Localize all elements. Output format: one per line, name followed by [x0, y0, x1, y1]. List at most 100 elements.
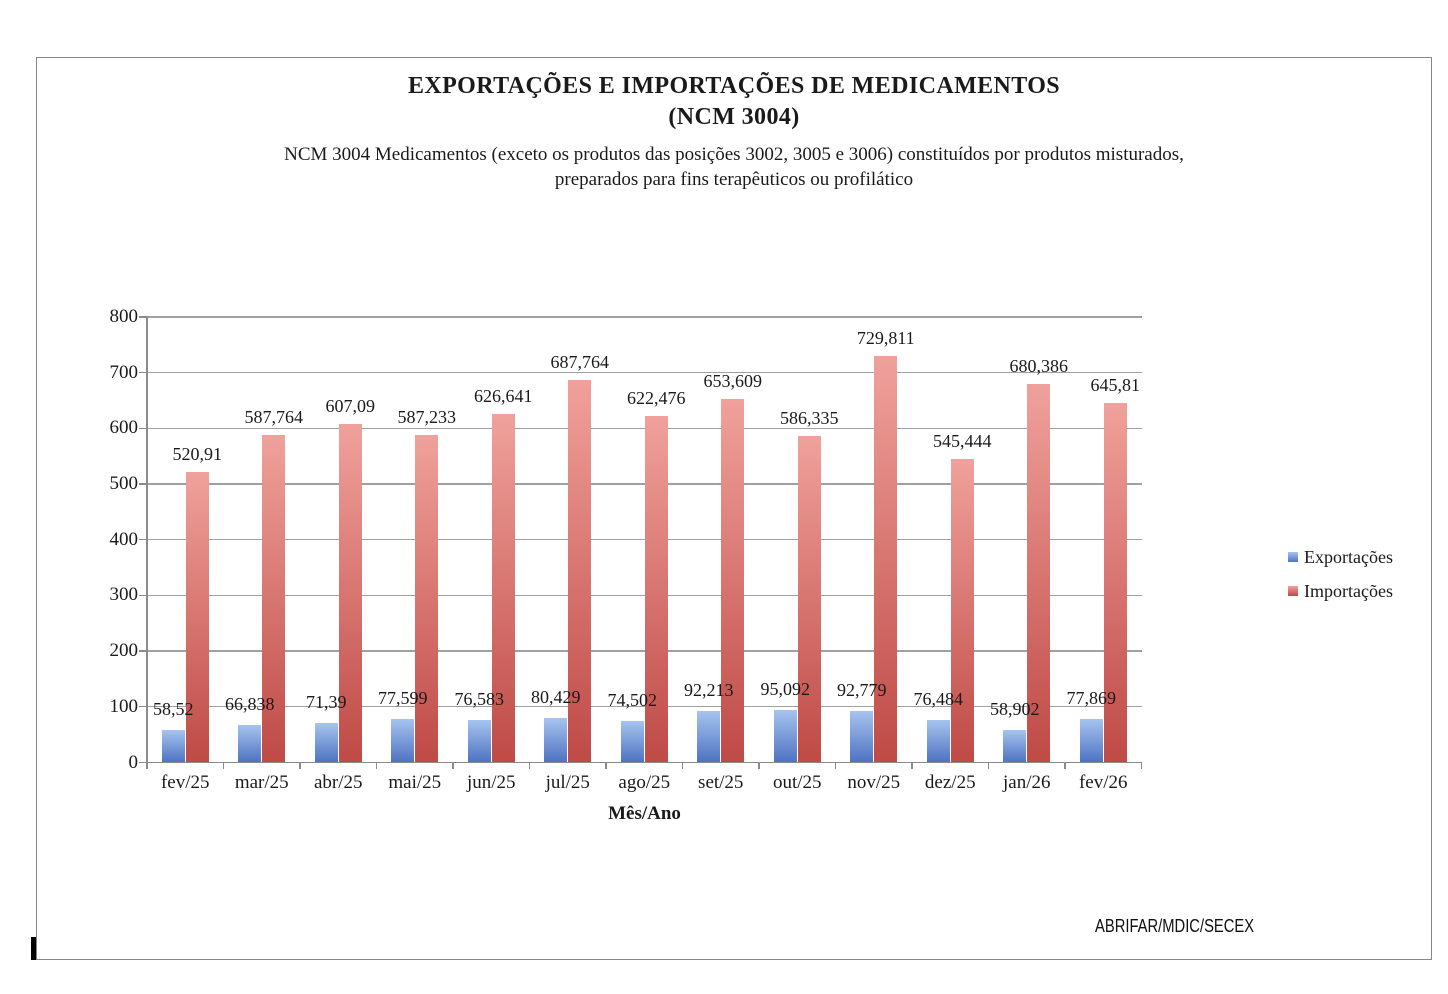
y-axis-label-0: 0 — [128, 751, 139, 773]
bar-exportacoes-0 — [161, 729, 185, 763]
x-axis-label-set-25: set/25 — [698, 771, 744, 793]
y-tick-800 — [139, 316, 147, 318]
chart-subtitle: NCM 3004 Medicamentos (exceto os produto… — [36, 142, 1432, 192]
x-axis-label-jan-26: jan/26 — [1003, 771, 1051, 793]
x-axis-label-mai-25: mai/25 — [388, 771, 442, 793]
bar-importacoes-4 — [491, 413, 515, 763]
y-axis-label-300: 300 — [109, 584, 139, 606]
y-axis-label-100: 100 — [109, 695, 139, 717]
bar-importacoes-9 — [874, 356, 898, 763]
value-label-exportacoes-9: 92,779 — [837, 679, 887, 700]
value-label-exportacoes-7: 92,213 — [684, 680, 734, 701]
y-axis-label-800: 800 — [109, 306, 139, 327]
y-axis-label-700: 700 — [109, 361, 139, 383]
bar-exportacoes-4 — [467, 719, 491, 763]
x-axis-label-abr-25: abr/25 — [313, 771, 363, 793]
value-label-importacoes-4: 626,641 — [474, 385, 533, 406]
chart-title-line1: EXPORTAÇÕES E IMPORTAÇÕES DE MEDICAMENTO… — [407, 73, 1061, 99]
value-label-importacoes-11: 680,386 — [1009, 355, 1069, 376]
bar-importacoes-3 — [415, 435, 439, 763]
bar-importacoes-12 — [1103, 402, 1127, 763]
gridline-y-600 — [147, 427, 1142, 430]
legend: Exportações Importações — [1288, 546, 1393, 614]
value-label-exportacoes-12: 77,869 — [1066, 688, 1117, 709]
value-label-exportacoes-4: 76,583 — [454, 688, 505, 709]
y-tick-300 — [139, 594, 147, 597]
gridline-y-800 — [147, 316, 1142, 318]
value-label-importacoes-10: 545,444 — [933, 430, 992, 451]
x-tick-7 — [681, 762, 684, 769]
bar-exportacoes-10 — [926, 719, 950, 763]
bar-exportacoes-7 — [697, 711, 721, 763]
x-axis-label-ago-25: ago/25 — [618, 771, 671, 793]
x-tick-12 — [1064, 762, 1066, 769]
bar-importacoes-5 — [568, 379, 592, 763]
x-tick-8 — [758, 762, 760, 769]
legend-label-importacoes: Importações — [1304, 580, 1393, 601]
legend-item-importacoes: Importações — [1288, 580, 1393, 602]
bar-exportacoes-8 — [773, 709, 797, 763]
x-tick-2 — [299, 762, 301, 769]
gridline-y-500 — [147, 483, 1142, 485]
x-axis-label-jun-25: jun/25 — [466, 771, 516, 793]
x-axis-label-dez-25: dez/25 — [924, 771, 976, 793]
y-axis-label-400: 400 — [109, 528, 139, 550]
x-tick-4 — [452, 762, 454, 769]
y-tick-0 — [139, 761, 147, 764]
bar-exportacoes-2 — [314, 722, 338, 763]
value-label-exportacoes-5: 80,429 — [531, 686, 581, 707]
text-cursor-artifact — [31, 937, 36, 960]
bar-importacoes-6 — [644, 415, 668, 763]
x-tick-13 — [1140, 762, 1143, 769]
bar-exportacoes-5 — [544, 717, 568, 763]
y-tick-500 — [139, 483, 147, 485]
value-label-importacoes-3: 587,233 — [397, 407, 457, 428]
x-tick-11 — [987, 762, 990, 769]
value-label-exportacoes-1: 66,838 — [225, 694, 275, 715]
x-tick-3 — [375, 762, 378, 769]
value-label-exportacoes-8: 95,092 — [760, 678, 811, 699]
value-label-exportacoes-0: 58,52 — [153, 698, 194, 719]
bar-exportacoes-12 — [1079, 719, 1103, 763]
x-tick-9 — [834, 762, 837, 769]
exportacoes-swatch-icon — [1288, 552, 1298, 562]
gridline-y-100 — [147, 706, 1142, 708]
x-axis-label-out-25: out/25 — [772, 771, 822, 793]
value-label-exportacoes-3: 77,599 — [378, 688, 428, 709]
x-tick-6 — [605, 762, 607, 769]
x-tick-0 — [146, 762, 148, 769]
value-label-importacoes-9: 729,811 — [856, 328, 915, 349]
value-label-importacoes-7: 653,609 — [703, 370, 763, 391]
value-label-importacoes-2: 607,09 — [325, 396, 376, 417]
bar-importacoes-7 — [721, 398, 745, 763]
x-tick-1 — [222, 762, 225, 769]
bar-exportacoes-11 — [1003, 729, 1027, 763]
value-label-importacoes-6: 622,476 — [627, 387, 686, 408]
gridline-y-300 — [147, 594, 1142, 597]
gridline-y-700 — [147, 372, 1142, 374]
y-tick-400 — [139, 539, 147, 541]
value-label-exportacoes-10: 76,484 — [913, 688, 964, 709]
bar-exportacoes-9 — [850, 710, 874, 763]
chart-subtitle-line2: preparados para fins terapêuticos ou pro… — [554, 169, 914, 190]
chart-subtitle-line1: NCM 3004 Medicamentos (exceto os produto… — [284, 144, 1184, 165]
gridline-y-0 — [147, 761, 1142, 764]
y-tick-700 — [139, 372, 147, 374]
x-axis-label-fev-26: fev/26 — [1078, 771, 1128, 793]
importacoes-swatch-icon — [1288, 586, 1298, 596]
gridline-y-400 — [147, 539, 1142, 541]
y-tick-600 — [139, 427, 147, 430]
y-axis-line — [146, 317, 148, 763]
source-attribution: ABRIFAR/MDIC/SECEX — [1095, 916, 1255, 936]
value-label-importacoes-5: 687,764 — [550, 351, 610, 372]
y-tick-100 — [139, 706, 147, 708]
y-tick-200 — [139, 650, 147, 652]
bar-importacoes-1 — [262, 435, 286, 763]
value-label-exportacoes-2: 71,39 — [306, 691, 347, 712]
value-label-importacoes-0: 520,91 — [172, 444, 223, 465]
legend-item-exportacoes: Exportações — [1288, 546, 1393, 568]
x-axis-label-jul-25: jul/25 — [545, 771, 590, 793]
value-label-exportacoes-11: 58,902 — [990, 698, 1040, 719]
